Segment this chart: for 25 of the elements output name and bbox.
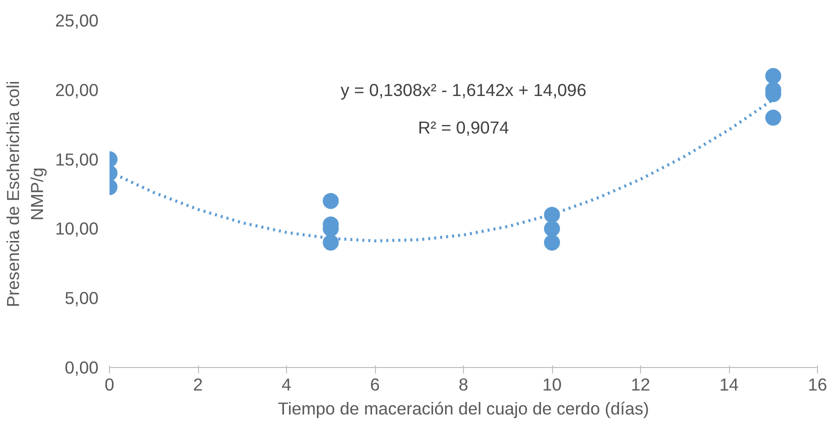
annotation: R² = 0,9074 bbox=[418, 117, 510, 138]
point bbox=[544, 220, 560, 237]
y-tick-label: 0,00 bbox=[64, 358, 99, 378]
y-axis-title: Presencia de Escherichia coli NMP/g bbox=[3, 80, 48, 308]
x-tick-label: 12 bbox=[630, 374, 650, 394]
y-tick-label: 20,00 bbox=[55, 80, 99, 100]
x-tick-label: 0 bbox=[104, 374, 114, 394]
y-tick-label: 10,00 bbox=[55, 218, 99, 239]
annotation: y = 0,1308x² - 1,6142x + 14,096 bbox=[340, 80, 586, 100]
x-axis-title: Tiempo de maceración del cuajo de cerdo (días) bbox=[278, 398, 650, 418]
point bbox=[765, 110, 782, 126]
x-tick-label: 16 bbox=[808, 374, 828, 394]
x-tick-label: 8 bbox=[458, 374, 468, 394]
x-tick-label: 2 bbox=[193, 374, 203, 394]
y-tick-label: 25,00 bbox=[55, 10, 99, 30]
point bbox=[322, 234, 339, 251]
point bbox=[544, 234, 560, 251]
y-tick-label: 15,00 bbox=[55, 149, 99, 170]
y-tick-label: 5,00 bbox=[64, 288, 99, 308]
x-tick-label: 10 bbox=[542, 374, 562, 394]
x-tick-label: 6 bbox=[370, 374, 380, 394]
x-tick-label: 4 bbox=[282, 374, 292, 394]
point bbox=[322, 192, 339, 209]
x-tick-label: 14 bbox=[719, 374, 739, 394]
point bbox=[765, 68, 782, 84]
